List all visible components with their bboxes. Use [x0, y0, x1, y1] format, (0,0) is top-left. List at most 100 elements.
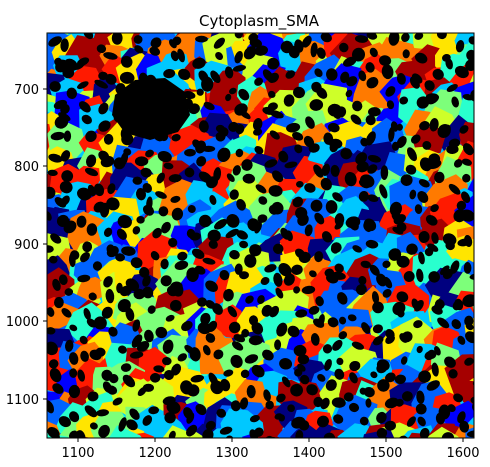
nucleus — [252, 117, 263, 131]
x-tick-label: 1300 — [215, 446, 248, 461]
nucleus — [168, 237, 178, 248]
nucleus — [349, 220, 359, 231]
nucleus — [317, 415, 329, 428]
nucleus — [64, 339, 74, 352]
cell-region — [379, 33, 399, 36]
nucleus — [332, 192, 343, 202]
nucleus — [366, 33, 378, 40]
nucleus — [134, 156, 149, 167]
nucleus — [96, 44, 107, 54]
nucleus — [227, 306, 238, 318]
nucleus — [477, 333, 487, 347]
nucleus — [142, 275, 151, 287]
x-tick-label: 1400 — [292, 446, 325, 461]
y-tick-label: 800 — [14, 160, 39, 175]
nucleus — [406, 243, 418, 255]
nucleus — [234, 263, 243, 275]
nucleus — [83, 33, 94, 40]
nucleus — [53, 296, 64, 309]
nucleus — [349, 372, 358, 384]
nucleus — [321, 163, 331, 176]
cell-region — [478, 87, 490, 118]
nucleus — [365, 131, 376, 146]
nucleus — [456, 200, 467, 211]
nucleus — [132, 319, 141, 332]
nucleus — [217, 147, 231, 162]
nucleus — [106, 385, 118, 395]
nucleus — [461, 158, 472, 166]
nucleus — [79, 335, 88, 345]
nucleus — [187, 205, 196, 213]
nucleus — [363, 386, 375, 398]
nucleus — [317, 374, 326, 382]
nucleus — [437, 317, 450, 329]
nucleus — [243, 46, 257, 60]
nucleus — [313, 318, 325, 328]
nucleus — [298, 420, 310, 431]
nucleus — [331, 242, 342, 253]
nucleus — [105, 288, 115, 304]
nucleus — [49, 255, 58, 264]
nucleus — [254, 45, 269, 56]
nucleus — [264, 159, 278, 168]
nucleus — [309, 270, 317, 278]
nucleus — [368, 107, 381, 117]
nucleus — [369, 47, 378, 58]
nucleus — [294, 144, 303, 154]
nucleus — [84, 167, 99, 177]
nucleus — [186, 267, 199, 282]
nucleus — [355, 152, 368, 165]
nucleus — [195, 35, 208, 43]
nucleus — [98, 120, 111, 132]
nucleus — [416, 345, 423, 354]
nucleus — [273, 272, 283, 287]
nucleus — [269, 305, 280, 318]
nucleus — [133, 35, 143, 44]
nucleus — [403, 271, 415, 282]
nucleus — [88, 292, 97, 301]
nucleus — [177, 251, 188, 261]
nucleus — [61, 308, 72, 318]
nucleus — [165, 314, 175, 322]
nucleus — [431, 232, 439, 244]
nucleus — [360, 260, 372, 269]
nucleus — [414, 52, 428, 64]
nucleus — [413, 320, 423, 329]
nucleus — [272, 170, 284, 183]
nucleus — [482, 305, 490, 319]
nucleus — [136, 215, 145, 224]
nucleus — [92, 261, 103, 271]
nucleus — [184, 167, 195, 178]
nucleus — [482, 117, 490, 128]
nucleus — [293, 344, 307, 357]
nucleus — [377, 379, 390, 392]
cell-region — [478, 208, 490, 239]
nucleus — [58, 112, 71, 122]
nucleus — [69, 324, 78, 332]
nucleus — [267, 102, 278, 111]
nucleus — [371, 291, 380, 304]
nucleus — [361, 322, 371, 334]
cell-region — [335, 448, 370, 467]
nucleus — [191, 248, 205, 259]
cell-region — [76, 276, 108, 306]
nucleus — [333, 414, 344, 424]
nucleus — [481, 233, 490, 244]
nucleus — [198, 214, 212, 228]
nucleus — [347, 314, 357, 322]
nucleus — [284, 161, 298, 169]
nucleus — [407, 147, 417, 162]
nucleus — [410, 134, 421, 144]
nucleus — [379, 55, 392, 66]
nucleus — [429, 118, 439, 132]
nucleus — [239, 240, 249, 249]
nucleus — [457, 411, 466, 424]
nucleus — [47, 211, 52, 221]
nucleus — [120, 363, 132, 372]
nucleus — [117, 215, 132, 229]
nucleus — [358, 191, 369, 202]
nucleus — [414, 33, 424, 40]
nucleus — [220, 378, 231, 392]
nucleus — [186, 424, 198, 437]
nucleus — [61, 170, 74, 182]
